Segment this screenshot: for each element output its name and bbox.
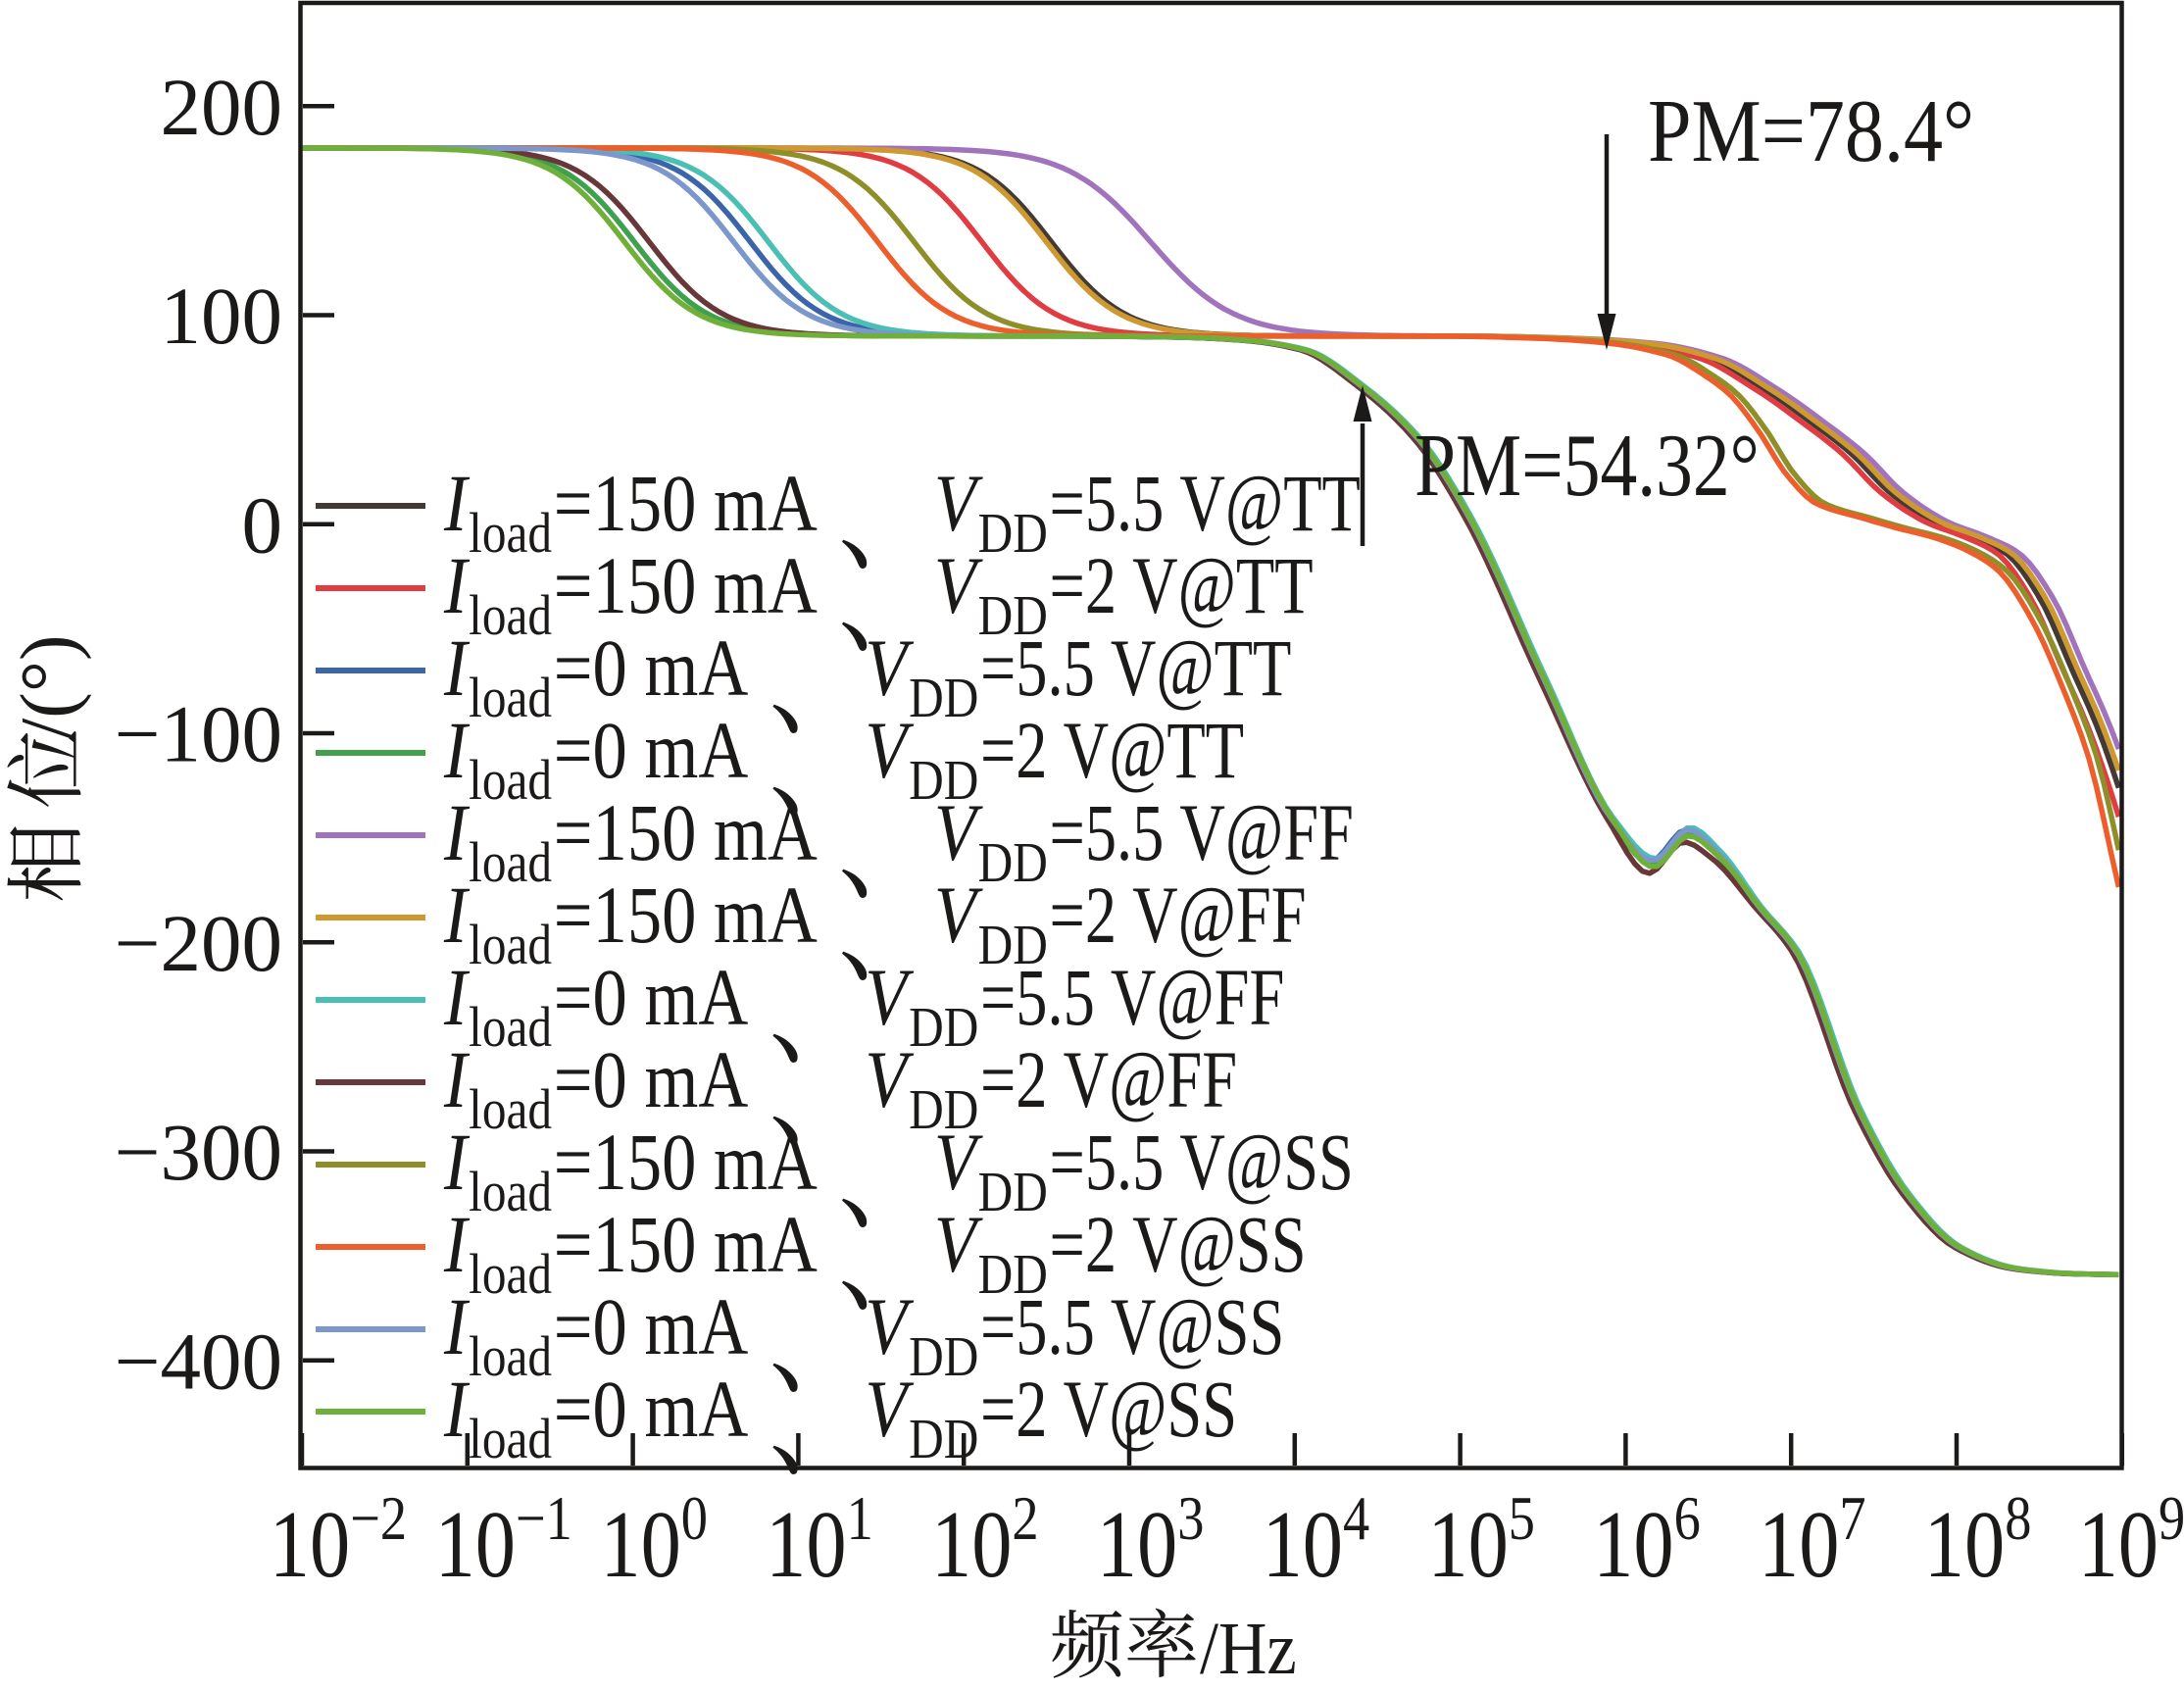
svg-text:=5.5 V@TT: =5.5 V@TT	[980, 623, 1291, 714]
svg-text:=0 mA: =0 mA	[554, 1364, 749, 1455]
svg-text:V: V	[934, 540, 983, 631]
svg-text:load: load	[469, 1324, 552, 1388]
svg-text:load: load	[469, 1160, 552, 1223]
svg-text:=150 mA: =150 mA	[554, 1117, 818, 1208]
svg-text:DD: DD	[978, 830, 1048, 894]
svg-text:DD: DD	[909, 1324, 978, 1388]
svg-text:I: I	[443, 1199, 470, 1290]
svg-text:/Hz: /Hz	[1200, 1608, 1297, 1686]
svg-text:−100: −100	[115, 689, 282, 779]
svg-text:=0 mA: =0 mA	[554, 705, 749, 796]
svg-text:I: I	[443, 1117, 470, 1208]
svg-text:load: load	[469, 1242, 552, 1306]
svg-text:10−1: 10−1	[435, 1483, 572, 1598]
svg-text:100: 100	[161, 271, 283, 361]
svg-text:I: I	[443, 622, 470, 714]
svg-text:=0 mA: =0 mA	[554, 952, 749, 1043]
svg-text:V: V	[934, 787, 983, 878]
svg-text:=2 V@TT: =2 V@TT	[1050, 541, 1314, 631]
svg-text:DD: DD	[978, 501, 1048, 565]
svg-text:=150 mA: =150 mA	[554, 458, 818, 549]
svg-text:load: load	[469, 501, 552, 565]
svg-text:=150 mA: =150 mA	[554, 540, 818, 631]
svg-text:I: I	[443, 458, 470, 549]
svg-text:V: V	[865, 622, 914, 714]
svg-text:DD: DD	[978, 913, 1048, 976]
svg-text:DD: DD	[909, 666, 978, 729]
svg-text:104: 104	[1263, 1483, 1370, 1598]
svg-text:load: load	[469, 583, 552, 647]
svg-text:=150 mA: =150 mA	[554, 787, 818, 878]
svg-text:/(°): /(°)	[6, 635, 92, 741]
svg-text:V: V	[934, 458, 983, 549]
svg-text:=2 V@SS: =2 V@SS	[1050, 1200, 1307, 1290]
svg-text:I: I	[443, 540, 470, 631]
svg-text:I: I	[443, 787, 470, 878]
svg-text:−300: −300	[115, 1107, 282, 1197]
svg-text:−400: −400	[115, 1316, 282, 1406]
svg-text:load: load	[469, 1077, 552, 1141]
svg-text:200: 200	[161, 62, 283, 152]
svg-text:=5.5 V@TT: =5.5 V@TT	[1050, 459, 1361, 549]
svg-text:105: 105	[1427, 1483, 1535, 1598]
svg-text:=2 V@FF: =2 V@FF	[1050, 870, 1307, 961]
svg-text:=5.5 V@FF: =5.5 V@FF	[1050, 788, 1354, 878]
svg-text:=0 mA: =0 mA	[554, 1281, 749, 1372]
svg-text:I: I	[443, 1364, 470, 1455]
svg-text:load: load	[469, 830, 552, 894]
svg-text:−200: −200	[115, 898, 282, 988]
svg-text:I: I	[443, 1281, 470, 1372]
svg-text:V: V	[934, 1199, 983, 1290]
svg-text:DD: DD	[978, 1242, 1048, 1306]
svg-text:102: 102	[931, 1483, 1039, 1598]
svg-text:load: load	[469, 995, 552, 1059]
svg-text:=2 V@FF: =2 V@FF	[980, 1035, 1237, 1125]
svg-text:=5.5 V@FF: =5.5 V@FF	[980, 953, 1284, 1043]
svg-text:=150 mA: =150 mA	[554, 1199, 818, 1290]
svg-text:V: V	[865, 1364, 914, 1455]
svg-text:DD: DD	[978, 583, 1048, 647]
svg-text:V: V	[934, 1117, 983, 1208]
svg-text:DD: DD	[978, 1160, 1048, 1223]
svg-text:=5.5 V@SS: =5.5 V@SS	[1050, 1118, 1354, 1208]
svg-text:I: I	[443, 870, 470, 961]
svg-text:109: 109	[2078, 1483, 2184, 1598]
svg-text:DD: DD	[909, 748, 978, 812]
svg-text:I: I	[443, 1034, 470, 1125]
svg-text:103: 103	[1097, 1483, 1205, 1598]
svg-text:=150 mA: =150 mA	[554, 870, 818, 961]
svg-text:PM=54.32°: PM=54.32°	[1415, 416, 1760, 515]
svg-text:I: I	[443, 952, 470, 1043]
svg-text:0: 0	[242, 479, 283, 570]
svg-text:107: 107	[1759, 1483, 1866, 1598]
svg-text:V: V	[865, 705, 914, 796]
svg-text:V: V	[865, 1281, 914, 1372]
svg-text:V: V	[865, 1034, 914, 1125]
svg-text:=2 V@SS: =2 V@SS	[980, 1365, 1237, 1455]
svg-text:=0 mA: =0 mA	[554, 622, 749, 714]
svg-text:PM=78.4°: PM=78.4°	[1648, 81, 1974, 180]
svg-text:load: load	[469, 913, 552, 976]
svg-text:101: 101	[766, 1483, 873, 1598]
svg-text:DD: DD	[909, 1077, 978, 1141]
svg-text:106: 106	[1593, 1483, 1701, 1598]
svg-text:=5.5 V@SS: =5.5 V@SS	[980, 1282, 1284, 1372]
svg-text:100: 100	[600, 1483, 708, 1598]
svg-text:V: V	[934, 870, 983, 961]
svg-text:load: load	[469, 1407, 552, 1470]
svg-text:108: 108	[1924, 1483, 2032, 1598]
svg-text:load: load	[469, 748, 552, 812]
svg-text:I: I	[443, 705, 470, 796]
svg-text:DD: DD	[909, 995, 978, 1059]
svg-text:DD: DD	[909, 1407, 978, 1470]
svg-text:load: load	[469, 666, 552, 729]
svg-text:=2 V@TT: =2 V@TT	[980, 706, 1244, 796]
svg-text:10−2: 10−2	[270, 1483, 407, 1598]
svg-text:=0 mA: =0 mA	[554, 1034, 749, 1125]
svg-text:V: V	[865, 952, 914, 1043]
